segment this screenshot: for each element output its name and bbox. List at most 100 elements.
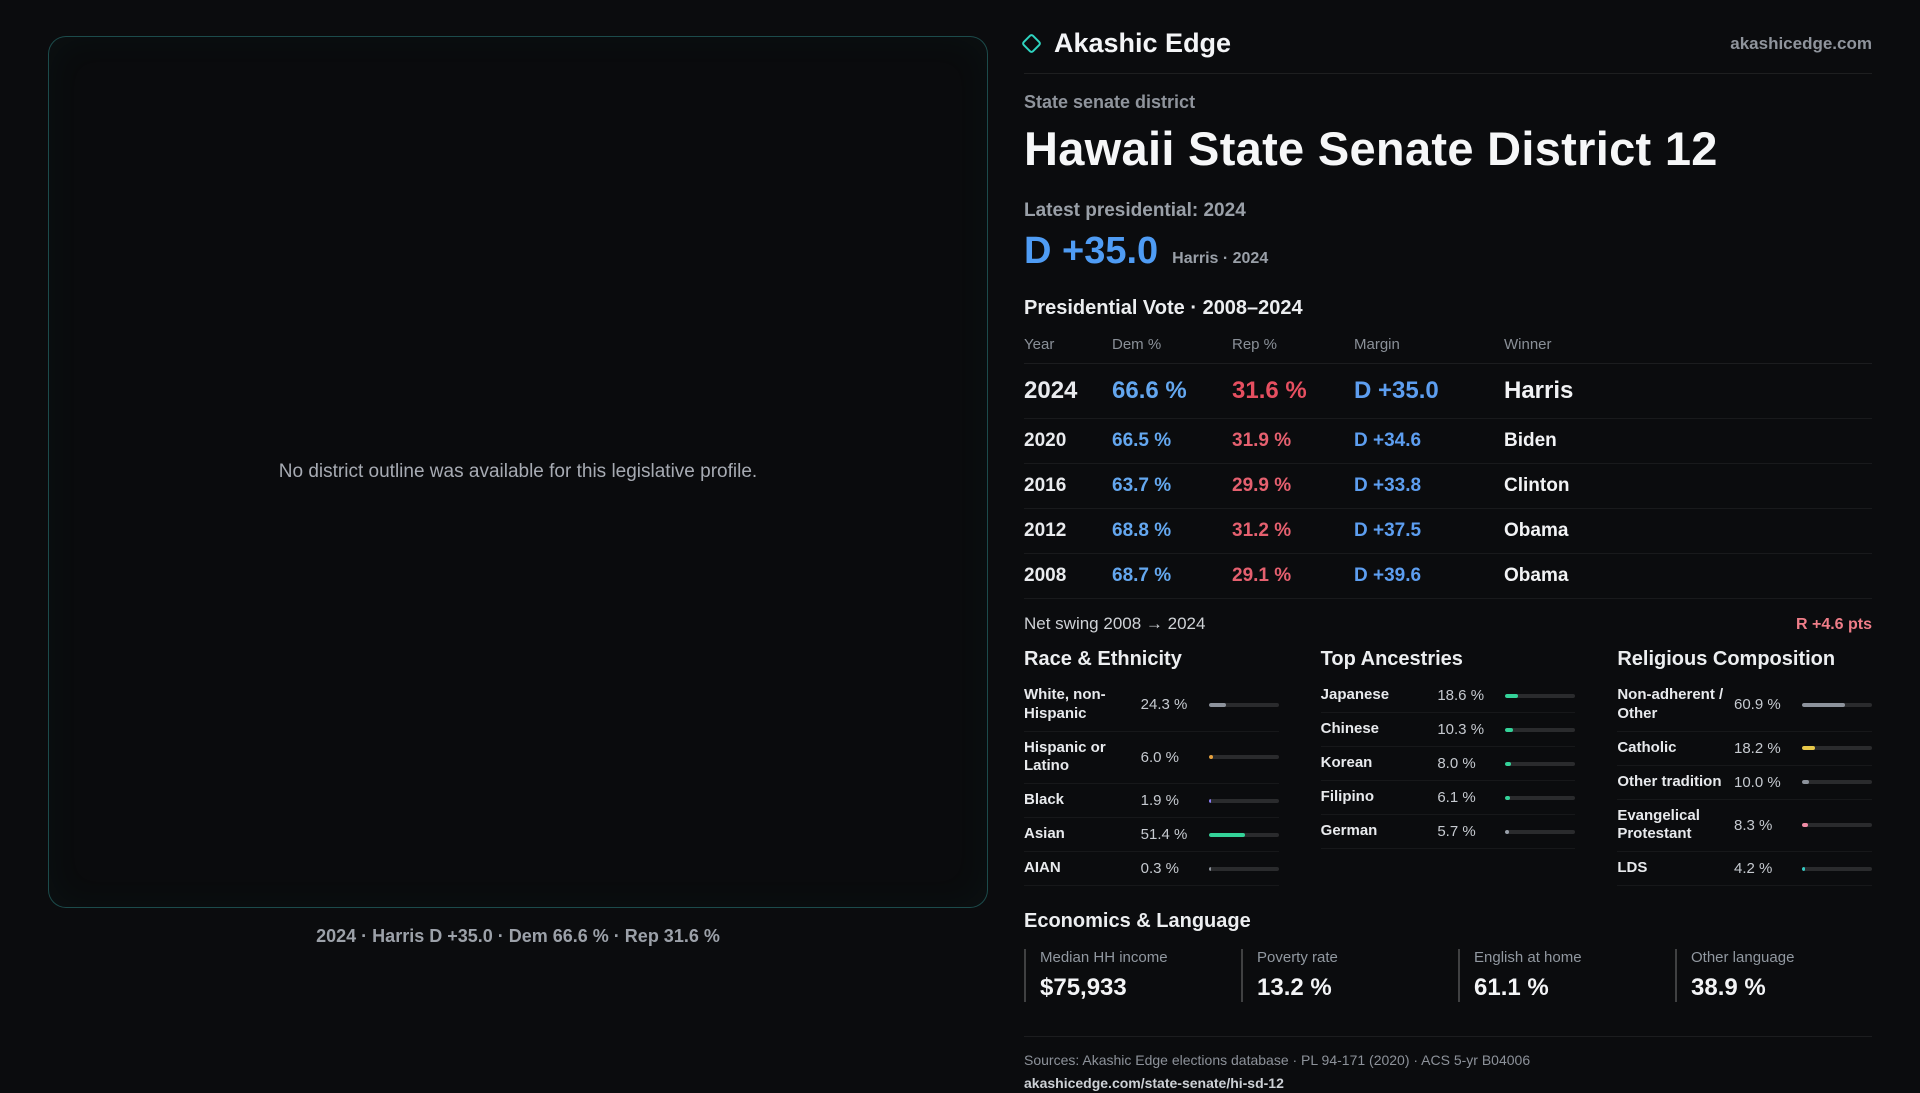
vote-row-2012: 2012 68.8 % 31.2 % D +37.5 Obama [1024, 509, 1872, 554]
stat-label: Korean [1320, 754, 1373, 772]
stat-row: Evangelical Protestant 8.3 % [1617, 800, 1872, 852]
stat-bar-fill [1802, 823, 1808, 828]
stat-label: Non-adherent / Other [1617, 686, 1724, 722]
year-cell: 2020 [1024, 430, 1067, 451]
economics-section-title: Economics & Language [1024, 910, 1251, 932]
stat-row: White, non-Hispanic 24.3 % [1024, 679, 1279, 732]
footer: Sources: Akashic Edge elections database… [1024, 1036, 1872, 1093]
rep-cell: 31.6 % [1232, 377, 1307, 404]
stat-value: 1.9 % [1140, 792, 1180, 809]
year-cell: 2012 [1024, 520, 1067, 541]
latest-presidential-label: Latest presidential: 2024 [1024, 200, 1246, 221]
stat-row: Catholic 18.2 % [1617, 732, 1872, 766]
stat-value: 5.7 % [1437, 823, 1476, 840]
stat-bar-track [1208, 702, 1279, 707]
page-title: Hawaii State Senate District 12 [1024, 122, 1718, 175]
stat-bar-fill [1802, 746, 1815, 750]
dem-cell: 66.6 % [1112, 377, 1187, 404]
stat-row: AIAN 0.3 % [1024, 852, 1279, 886]
stat-bar-fill [1208, 755, 1213, 760]
stat-card-label: Other language [1691, 949, 1795, 966]
stat-value: 10.3 % [1437, 721, 1485, 738]
stat-label: Chinese [1320, 720, 1380, 738]
stat-bar-fill [1802, 866, 1805, 871]
net-swing-label: Net swing 2008 → 2024 [1024, 614, 1206, 633]
stat-row: Other tradition 10.0 % [1617, 766, 1872, 800]
sources-text: Sources: Akashic Edge elections database… [1024, 1052, 1531, 1068]
stat-value: 4.2 % [1734, 860, 1773, 877]
margin-cell: D +39.6 [1354, 565, 1422, 586]
stat-bar-track [1802, 780, 1872, 784]
stat-card-median-income: Median HH income $75,933 [1024, 949, 1221, 1002]
stat-card-other-language: Other language 38.9 % [1675, 949, 1872, 1002]
rep-cell: 31.2 % [1232, 520, 1292, 541]
year-cell: 2008 [1024, 565, 1067, 586]
stat-card-value: 38.9 % [1691, 974, 1766, 1001]
district-map-panel: No district outline was available for th… [48, 36, 988, 908]
stat-label: White, non-Hispanic [1024, 686, 1106, 722]
stat-row: Black 1.9 % [1024, 784, 1279, 818]
vote-row-2008: 2008 68.7 % 29.1 % D +39.6 Obama [1024, 554, 1872, 599]
headline-margin-detail: Harris · 2024 [1172, 250, 1269, 267]
section-title: Religious Composition [1617, 648, 1836, 670]
stat-row: German 5.7 % [1320, 815, 1576, 849]
stat-label: Black [1024, 791, 1065, 809]
stat-label: Asian [1024, 825, 1065, 843]
net-swing-value: R +4.6 pts [1795, 616, 1872, 633]
permalink[interactable]: akashicedge.com/state-senate/hi-sd-12 [1024, 1075, 1284, 1091]
map-caption: 2024 · Harris D +35.0 · Dem 66.6 % · Rep… [316, 926, 720, 946]
stat-row: Hispanic or Latino 6.0 % [1024, 732, 1279, 784]
stat-bar-track [1208, 866, 1279, 871]
stat-row: Asian 51.4 % [1024, 818, 1279, 852]
vote-table-header: Year Dem % Rep % Margin Winner [1024, 336, 1872, 364]
stat-value: 18.2 % [1734, 739, 1781, 757]
stat-bar-track [1505, 693, 1576, 698]
stat-bar-track [1505, 727, 1576, 732]
dem-cell: 66.5 % [1112, 430, 1172, 451]
district-type-kicker: State senate district [1024, 92, 1196, 112]
rep-cell: 29.9 % [1232, 475, 1292, 496]
stat-card-english-at-home: English at home 61.1 % [1458, 949, 1655, 1002]
stat-label: German [1320, 822, 1378, 840]
net-swing-row: Net swing 2008 → 2024 R +4.6 pts [1024, 599, 1872, 634]
stat-value: 18.6 % [1437, 687, 1485, 704]
stat-card-value: $75,933 [1040, 974, 1127, 1001]
stat-bar-track [1505, 829, 1576, 834]
ancestries-column: Top Ancestries Japanese 18.6 % Chinese 1… [1320, 648, 1576, 886]
column-header-dem: Dem % [1112, 336, 1162, 353]
stat-row: LDS 4.2 % [1617, 852, 1872, 886]
stat-row: Non-adherent / Other 60.9 % [1617, 679, 1872, 732]
stat-bar-fill [1505, 829, 1510, 834]
stat-bar-fill [1505, 727, 1513, 732]
winner-cell: Biden [1504, 430, 1557, 451]
stat-value: 8.0 % [1437, 755, 1476, 772]
religion-column: Religious Composition Non-adherent / Oth… [1617, 648, 1872, 886]
stat-bar-track [1802, 702, 1872, 707]
column-header-margin: Margin [1354, 336, 1400, 353]
stat-card-label: Median HH income [1040, 949, 1168, 966]
rep-cell: 31.9 % [1232, 430, 1292, 451]
site-domain-link[interactable]: akashicedge.com [1730, 33, 1872, 53]
stat-bar-fill [1505, 693, 1519, 698]
profile-panel: Akashic Edge akashicedge.com State senat… [1020, 28, 1872, 1093]
margin-cell: D +33.8 [1354, 475, 1422, 496]
brand-name: Akashic Edge [1054, 28, 1232, 58]
stat-value: 0.3 % [1140, 860, 1180, 877]
stat-label: Hispanic or Latino [1024, 738, 1106, 775]
stat-card-value: 61.1 % [1474, 974, 1549, 1001]
stat-value: 10.0 % [1734, 773, 1781, 791]
year-cell: 2024 [1024, 377, 1078, 404]
section-title: Race & Ethnicity [1024, 648, 1182, 670]
headline-margin-value: D +35.0 [1024, 230, 1159, 272]
year-cell: 2016 [1024, 475, 1067, 496]
stat-value: 6.0 % [1140, 748, 1180, 766]
economics-stats: Median HH income $75,933 Poverty rate 13… [1024, 949, 1872, 1002]
margin-cell: D +34.6 [1354, 430, 1422, 451]
vote-row-2016: 2016 63.7 % 29.9 % D +33.8 Clinton [1024, 464, 1872, 509]
stat-bar-track [1802, 823, 1872, 828]
stat-bar-fill [1505, 795, 1510, 800]
column-header-rep: Rep % [1232, 336, 1278, 353]
stat-bar-track [1208, 832, 1279, 837]
stat-bar-fill [1802, 702, 1845, 707]
headline-margin: D +35.0 Harris · 2024 [1024, 230, 1872, 273]
